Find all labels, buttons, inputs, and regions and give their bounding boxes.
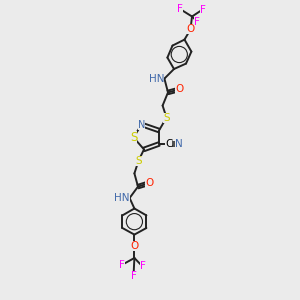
Text: F: F: [177, 4, 183, 14]
Text: F: F: [200, 4, 206, 15]
Text: C: C: [165, 139, 172, 149]
Text: S: S: [135, 155, 142, 166]
Text: O: O: [186, 24, 195, 34]
Text: O: O: [175, 84, 184, 94]
Text: S: S: [163, 112, 170, 123]
Text: N: N: [138, 119, 145, 130]
Text: N: N: [175, 139, 182, 149]
Text: F: F: [140, 261, 146, 272]
Text: F: F: [130, 271, 136, 281]
Text: HN: HN: [114, 193, 130, 203]
Text: F: F: [194, 16, 200, 27]
Text: S: S: [130, 131, 137, 144]
Text: O: O: [145, 178, 154, 188]
Text: F: F: [119, 260, 125, 270]
Text: O: O: [130, 241, 139, 251]
Text: HN: HN: [149, 74, 164, 84]
